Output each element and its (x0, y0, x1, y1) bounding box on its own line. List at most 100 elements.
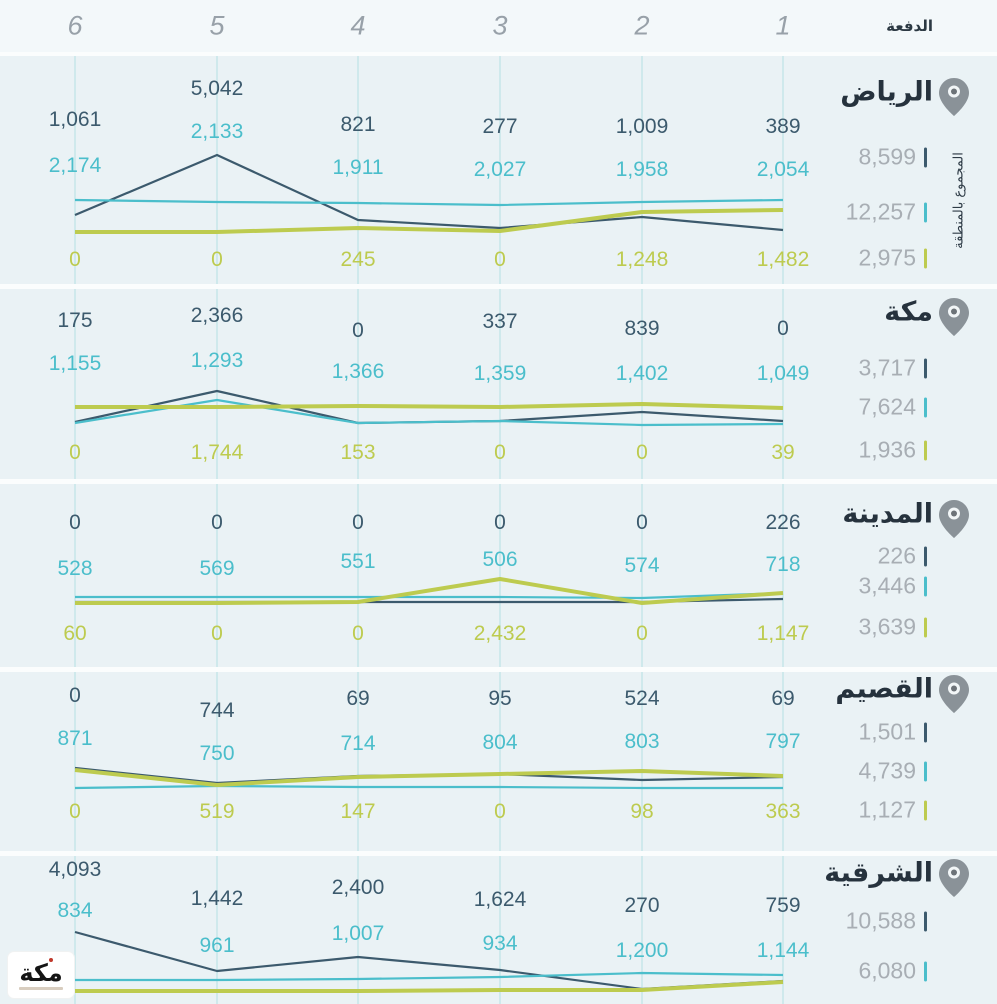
header-row: 6 5 4 3 2 1 الدفعة (0, 0, 997, 52)
olive-value-batch-2: 0 (636, 441, 648, 464)
teal-value-batch-4: 1,366 (331, 360, 385, 383)
navy-value-batch-4: 0 (352, 511, 364, 534)
navy-value-batch-5: 744 (199, 699, 235, 722)
gridline-batch-5 (216, 484, 218, 667)
olive-region-total-value: 1,127 (858, 796, 916, 823)
region-title-sharqiyah: الشرقية (824, 857, 933, 889)
navy-value-batch-1: 69 (771, 687, 795, 710)
makkah-newspaper-logo: مكة (8, 952, 74, 998)
teal-series-line (74, 398, 784, 427)
gridline-batch-5 (216, 56, 218, 284)
teal-value-batch-5: 1,293 (190, 349, 244, 372)
teal-series-line (75, 971, 784, 982)
gridline-batch-3 (499, 484, 501, 667)
navy-value-batch-4: 821 (340, 113, 376, 136)
logo-accent-dot (48, 957, 53, 962)
gridline-batch-4 (357, 56, 359, 284)
olive-total-tick (924, 617, 927, 637)
olive-value-batch-1: 363 (765, 800, 801, 823)
teal-value-batch-3: 2,027 (473, 158, 527, 181)
olive-region-total-value: 2,975 (858, 244, 916, 271)
navy-value-batch-3: 337 (482, 310, 518, 333)
teal-region-total: 6,080 (858, 958, 927, 985)
gridline-batch-5 (216, 289, 218, 479)
olive-value-batch-3: 0 (494, 800, 506, 823)
navy-region-total-value: 1,501 (858, 718, 916, 745)
navy-total-tick (924, 358, 927, 378)
navy-region-total: 1,501 (858, 719, 927, 746)
teal-value-batch-1: 1,144 (756, 939, 810, 962)
teal-value-batch-1: 718 (765, 553, 801, 576)
teal-value-batch-3: 1,359 (473, 362, 527, 385)
gridline-batch-4 (357, 672, 359, 851)
teal-value-batch-6: 834 (57, 899, 93, 922)
region-title-madinah: المدينة (842, 498, 933, 530)
teal-value-batch-2: 1,402 (615, 362, 669, 385)
gridline-batch-6 (74, 56, 76, 284)
map-pin-icon (939, 500, 969, 538)
olive-value-batch-1: 39 (771, 441, 795, 464)
logo-tagline (19, 986, 63, 990)
olive-region-total: 3,639 (858, 614, 927, 641)
navy-region-total-value: 8,599 (858, 143, 916, 170)
line-chart-makkah (74, 389, 784, 427)
teal-value-batch-5: 2,133 (190, 120, 244, 143)
teal-value-batch-6: 2,174 (48, 154, 102, 177)
teal-total-tick (924, 761, 927, 781)
teal-series-line (74, 784, 783, 790)
teal-value-batch-2: 803 (624, 730, 660, 753)
region-section-makkah: 175 2,366 0 337 839 0 1,155 1,293 1,366 1,359 1,40… (0, 289, 997, 479)
navy-value-batch-4: 2,400 (331, 876, 385, 899)
navy-value-batch-5: 2,366 (190, 304, 244, 327)
olive-series-line (75, 402, 784, 410)
olive-value-batch-1: 1,482 (756, 248, 810, 271)
teal-value-batch-5: 961 (199, 934, 235, 957)
gridline-batch-2 (641, 672, 643, 851)
navy-region-total-value: 10,588 (845, 907, 916, 934)
map-pin-icon (939, 675, 969, 713)
olive-region-total: 2,975 (858, 245, 927, 272)
olive-series-line (74, 768, 784, 787)
map-pin-icon (939, 78, 969, 116)
gridline-batch-2 (641, 56, 643, 284)
navy-total-tick (924, 546, 927, 566)
line-chart-qassim (74, 766, 784, 790)
olive-value-batch-6: 0 (69, 800, 81, 823)
navy-value-batch-5: 1,442 (190, 887, 244, 910)
navy-total-tick (924, 722, 927, 742)
line-chart-sharqiyah (74, 930, 784, 993)
region-section-sharqiyah: 4,093 1,442 2,400 1,624 270 759 834 961 1,007 934… (0, 856, 997, 1004)
teal-value-batch-1: 2,054 (756, 158, 810, 181)
navy-total-tick (924, 147, 927, 167)
gridline-batch-3 (499, 856, 501, 1004)
teal-value-batch-4: 1,007 (331, 922, 385, 945)
batch-column-header-4: 4 (350, 10, 366, 41)
teal-value-batch-2: 1,200 (615, 939, 669, 962)
olive-region-total: 1,127 (858, 797, 927, 824)
gridline-batch-4 (357, 289, 359, 479)
olive-total-tick (924, 440, 927, 460)
gridline-batch-4 (357, 856, 359, 1004)
olive-value-batch-5: 0 (211, 622, 223, 645)
navy-value-batch-6: 1,061 (48, 108, 102, 131)
logo-wordmark: مكة (19, 957, 63, 987)
line-chart-riyadh (74, 153, 784, 234)
navy-region-total: 226 (878, 543, 927, 570)
navy-value-batch-3: 0 (494, 511, 506, 534)
olive-series-line (75, 208, 784, 234)
olive-value-batch-4: 153 (340, 441, 376, 464)
gridline-batch-5 (216, 672, 218, 851)
olive-value-batch-3: 0 (494, 248, 506, 271)
navy-value-batch-1: 389 (765, 115, 801, 138)
teal-region-total: 7,624 (858, 394, 927, 421)
gridline-batch-1 (782, 856, 784, 1004)
gridline-batch-1 (782, 484, 784, 667)
teal-value-batch-2: 1,958 (615, 158, 669, 181)
navy-value-batch-2: 839 (624, 317, 660, 340)
navy-region-total-value: 226 (877, 542, 916, 569)
olive-value-batch-2: 0 (636, 622, 648, 645)
teal-value-batch-2: 574 (624, 554, 660, 577)
olive-value-batch-6: 0 (69, 441, 81, 464)
region-title-qassim: القصيم (835, 673, 933, 705)
teal-total-tick (924, 202, 927, 222)
